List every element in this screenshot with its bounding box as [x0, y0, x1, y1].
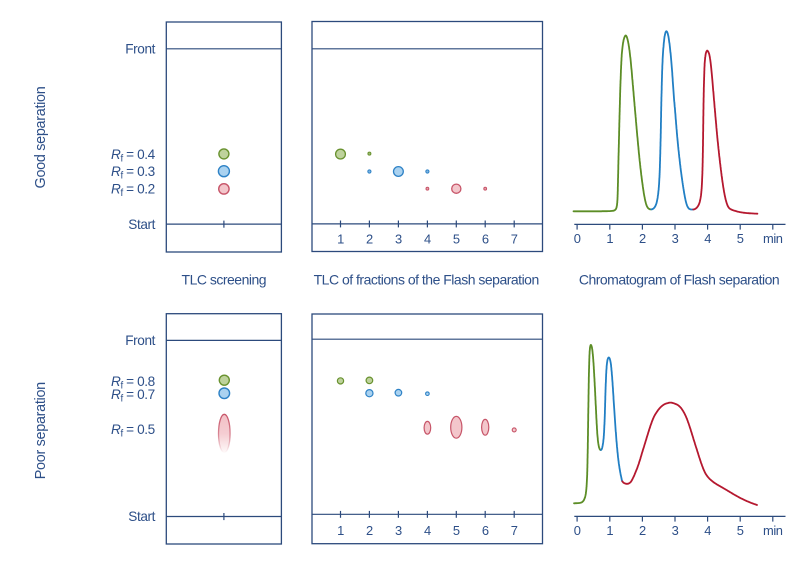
- svg-text:1: 1: [606, 523, 613, 538]
- svg-text:TLC screening: TLC screening: [182, 271, 267, 287]
- svg-text:2: 2: [366, 523, 373, 538]
- svg-text:5: 5: [453, 523, 460, 538]
- svg-text:3: 3: [672, 523, 679, 538]
- svg-text:Poor separation: Poor separation: [33, 382, 49, 479]
- svg-text:Start: Start: [128, 217, 155, 232]
- svg-text:Front: Front: [125, 333, 155, 348]
- svg-text:5: 5: [737, 231, 744, 246]
- svg-text:4: 4: [704, 523, 711, 538]
- svg-text:0: 0: [574, 523, 581, 538]
- svg-text:Rf = 0.3: Rf = 0.3: [111, 164, 155, 182]
- svg-text:Rf = 0.5: Rf = 0.5: [111, 422, 155, 440]
- svg-text:5: 5: [453, 231, 460, 246]
- svg-text:Rf = 0.4: Rf = 0.4: [111, 147, 156, 165]
- svg-text:4: 4: [424, 231, 431, 246]
- svg-text:Rf = 0.7: Rf = 0.7: [111, 387, 155, 405]
- svg-text:6: 6: [482, 523, 489, 538]
- svg-text:2: 2: [639, 231, 646, 246]
- svg-text:TLC of fractions of the Flash: TLC of fractions of the Flash separation: [314, 271, 539, 287]
- svg-text:2: 2: [366, 231, 373, 246]
- svg-text:Chromatogram of Flash separati: Chromatogram of Flash separation: [579, 271, 779, 287]
- svg-text:Rf = 0.2: Rf = 0.2: [111, 182, 155, 200]
- svg-text:3: 3: [672, 231, 679, 246]
- svg-text:Rf = 0.8: Rf = 0.8: [111, 374, 155, 392]
- svg-text:0: 0: [574, 231, 581, 246]
- svg-text:5: 5: [737, 523, 744, 538]
- svg-text:2: 2: [639, 523, 646, 538]
- svg-text:1: 1: [337, 523, 344, 538]
- svg-text:4: 4: [424, 523, 431, 538]
- svg-text:min: min: [763, 523, 783, 538]
- svg-text:min: min: [763, 231, 783, 246]
- svg-text:3: 3: [395, 231, 402, 246]
- svg-text:Start: Start: [128, 509, 155, 524]
- svg-text:7: 7: [511, 523, 518, 538]
- svg-text:4: 4: [704, 231, 711, 246]
- svg-text:6: 6: [482, 231, 489, 246]
- svg-text:3: 3: [395, 523, 402, 538]
- svg-text:7: 7: [511, 231, 518, 246]
- svg-text:Front: Front: [125, 42, 155, 57]
- svg-text:1: 1: [337, 231, 344, 246]
- svg-text:Good separation: Good separation: [33, 86, 49, 188]
- svg-text:1: 1: [606, 231, 613, 246]
